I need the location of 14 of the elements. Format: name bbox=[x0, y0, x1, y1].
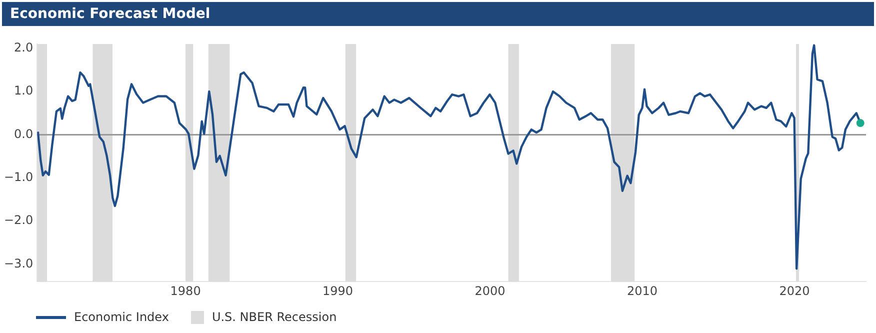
legend-label: U.S. NBER Recession bbox=[212, 310, 337, 324]
x-tick-label: 1980 bbox=[170, 284, 201, 298]
chart-title: Economic Forecast Model bbox=[2, 2, 874, 26]
y-tick-label: 1.0 bbox=[14, 84, 34, 98]
x-tick-label: 2000 bbox=[474, 284, 506, 298]
x-tick-label: 1990 bbox=[322, 284, 354, 298]
y-tick-label: −3.0 bbox=[4, 256, 34, 270]
x-tick-label: 2010 bbox=[626, 284, 658, 298]
x-tick-label: 2020 bbox=[779, 284, 810, 298]
y-tick-label: −2.0 bbox=[4, 213, 34, 228]
y-tick-label: −1.0 bbox=[4, 170, 34, 184]
y-tick-label: 2.0 bbox=[14, 40, 34, 54]
y-tick-label: 0.0 bbox=[14, 126, 34, 141]
legend-label: Economic Index bbox=[74, 310, 169, 324]
